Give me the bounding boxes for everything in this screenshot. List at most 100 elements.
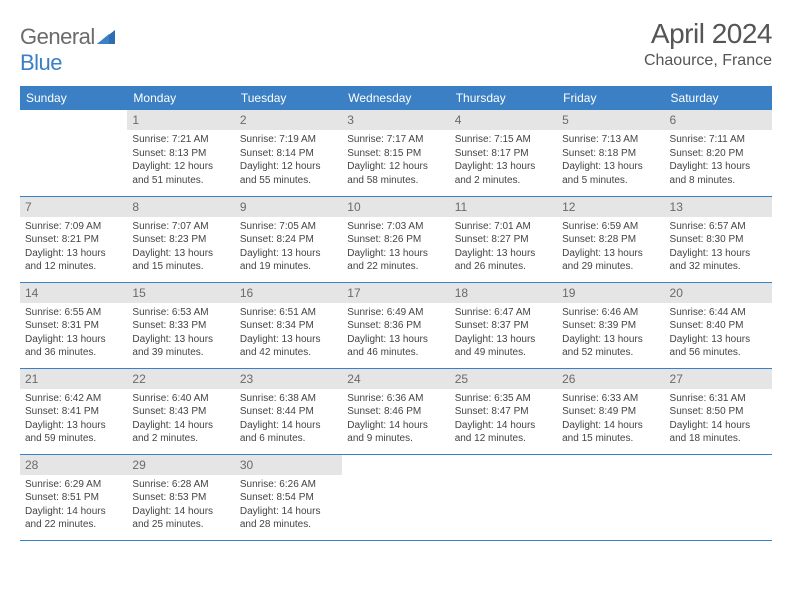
daylight-text: and 56 minutes. bbox=[670, 346, 767, 360]
daylight-text: Daylight: 14 hours bbox=[455, 419, 552, 433]
sunrise-text: Sunrise: 7:11 AM bbox=[670, 133, 767, 147]
day-number: 4 bbox=[450, 110, 557, 130]
daylight-text: Daylight: 13 hours bbox=[132, 333, 229, 347]
sunset-text: Sunset: 8:36 PM bbox=[347, 319, 444, 333]
calendar-cell bbox=[342, 454, 449, 540]
day-number: 12 bbox=[557, 197, 664, 217]
daylight-text: Daylight: 13 hours bbox=[562, 160, 659, 174]
daylight-text: Daylight: 13 hours bbox=[562, 247, 659, 261]
calendar-cell: 8Sunrise: 7:07 AMSunset: 8:23 PMDaylight… bbox=[127, 196, 234, 282]
daylight-text: Daylight: 14 hours bbox=[562, 419, 659, 433]
day-number: 21 bbox=[20, 369, 127, 389]
daylight-text: Daylight: 14 hours bbox=[25, 505, 122, 519]
sunrise-text: Sunrise: 7:01 AM bbox=[455, 220, 552, 234]
daylight-text: and 18 minutes. bbox=[670, 432, 767, 446]
daylight-text: Daylight: 12 hours bbox=[132, 160, 229, 174]
daylight-text: Daylight: 12 hours bbox=[240, 160, 337, 174]
location: Chaource, France bbox=[644, 52, 772, 70]
sunset-text: Sunset: 8:54 PM bbox=[240, 491, 337, 505]
weekday-header: Tuesday bbox=[235, 86, 342, 110]
day-number: 5 bbox=[557, 110, 664, 130]
sunset-text: Sunset: 8:17 PM bbox=[455, 147, 552, 161]
day-number: 14 bbox=[20, 283, 127, 303]
sunrise-text: Sunrise: 6:26 AM bbox=[240, 478, 337, 492]
daylight-text: and 52 minutes. bbox=[562, 346, 659, 360]
day-number: 30 bbox=[235, 455, 342, 475]
calendar-cell: 6Sunrise: 7:11 AMSunset: 8:20 PMDaylight… bbox=[665, 110, 772, 196]
sunset-text: Sunset: 8:15 PM bbox=[347, 147, 444, 161]
calendar-cell: 28Sunrise: 6:29 AMSunset: 8:51 PMDayligh… bbox=[20, 454, 127, 540]
calendar-cell: 5Sunrise: 7:13 AMSunset: 8:18 PMDaylight… bbox=[557, 110, 664, 196]
sunset-text: Sunset: 8:13 PM bbox=[132, 147, 229, 161]
weekday-header: Saturday bbox=[665, 86, 772, 110]
sunset-text: Sunset: 8:50 PM bbox=[670, 405, 767, 419]
day-number: 15 bbox=[127, 283, 234, 303]
calendar-body: 1Sunrise: 7:21 AMSunset: 8:13 PMDaylight… bbox=[20, 110, 772, 540]
day-number: 20 bbox=[665, 283, 772, 303]
day-number: 24 bbox=[342, 369, 449, 389]
daylight-text: Daylight: 14 hours bbox=[670, 419, 767, 433]
sunrise-text: Sunrise: 6:49 AM bbox=[347, 306, 444, 320]
logo-text: GeneralBlue bbox=[20, 24, 115, 76]
sunset-text: Sunset: 8:34 PM bbox=[240, 319, 337, 333]
sunrise-text: Sunrise: 6:35 AM bbox=[455, 392, 552, 406]
sunset-text: Sunset: 8:43 PM bbox=[132, 405, 229, 419]
day-number: 2 bbox=[235, 110, 342, 130]
day-number: 16 bbox=[235, 283, 342, 303]
daylight-text: and 59 minutes. bbox=[25, 432, 122, 446]
sunset-text: Sunset: 8:24 PM bbox=[240, 233, 337, 247]
day-number: 6 bbox=[665, 110, 772, 130]
daylight-text: and 49 minutes. bbox=[455, 346, 552, 360]
daylight-text: and 6 minutes. bbox=[240, 432, 337, 446]
daylight-text: and 12 minutes. bbox=[455, 432, 552, 446]
daylight-text: Daylight: 13 hours bbox=[347, 247, 444, 261]
calendar-cell: 12Sunrise: 6:59 AMSunset: 8:28 PMDayligh… bbox=[557, 196, 664, 282]
weekday-header: Wednesday bbox=[342, 86, 449, 110]
sunset-text: Sunset: 8:26 PM bbox=[347, 233, 444, 247]
calendar-cell: 11Sunrise: 7:01 AMSunset: 8:27 PMDayligh… bbox=[450, 196, 557, 282]
sunrise-text: Sunrise: 6:31 AM bbox=[670, 392, 767, 406]
calendar-cell: 13Sunrise: 6:57 AMSunset: 8:30 PMDayligh… bbox=[665, 196, 772, 282]
daylight-text: and 26 minutes. bbox=[455, 260, 552, 274]
daylight-text: Daylight: 14 hours bbox=[132, 419, 229, 433]
calendar-cell: 9Sunrise: 7:05 AMSunset: 8:24 PMDaylight… bbox=[235, 196, 342, 282]
calendar-cell: 30Sunrise: 6:26 AMSunset: 8:54 PMDayligh… bbox=[235, 454, 342, 540]
calendar-week: 21Sunrise: 6:42 AMSunset: 8:41 PMDayligh… bbox=[20, 368, 772, 454]
weekday-header: Monday bbox=[127, 86, 234, 110]
weekday-header: Sunday bbox=[20, 86, 127, 110]
calendar-week: 14Sunrise: 6:55 AMSunset: 8:31 PMDayligh… bbox=[20, 282, 772, 368]
sunrise-text: Sunrise: 6:33 AM bbox=[562, 392, 659, 406]
day-number: 10 bbox=[342, 197, 449, 217]
sunrise-text: Sunrise: 7:15 AM bbox=[455, 133, 552, 147]
daylight-text: Daylight: 13 hours bbox=[562, 333, 659, 347]
daylight-text: and 2 minutes. bbox=[132, 432, 229, 446]
daylight-text: Daylight: 13 hours bbox=[670, 333, 767, 347]
daylight-text: and 58 minutes. bbox=[347, 174, 444, 188]
calendar-cell: 21Sunrise: 6:42 AMSunset: 8:41 PMDayligh… bbox=[20, 368, 127, 454]
calendar-cell bbox=[20, 110, 127, 196]
month-title: April 2024 bbox=[644, 18, 772, 50]
daylight-text: and 42 minutes. bbox=[240, 346, 337, 360]
calendar-page: GeneralBlue April 2024 Chaource, France … bbox=[0, 0, 792, 559]
sunrise-text: Sunrise: 6:38 AM bbox=[240, 392, 337, 406]
daylight-text: Daylight: 14 hours bbox=[132, 505, 229, 519]
daylight-text: and 8 minutes. bbox=[670, 174, 767, 188]
daylight-text: and 28 minutes. bbox=[240, 518, 337, 532]
calendar-table: SundayMondayTuesdayWednesdayThursdayFrid… bbox=[20, 86, 772, 541]
calendar-week: 7Sunrise: 7:09 AMSunset: 8:21 PMDaylight… bbox=[20, 196, 772, 282]
sunrise-text: Sunrise: 6:55 AM bbox=[25, 306, 122, 320]
day-number: 28 bbox=[20, 455, 127, 475]
day-number: 7 bbox=[20, 197, 127, 217]
sunrise-text: Sunrise: 7:13 AM bbox=[562, 133, 659, 147]
daylight-text: and 19 minutes. bbox=[240, 260, 337, 274]
day-number: 8 bbox=[127, 197, 234, 217]
daylight-text: and 46 minutes. bbox=[347, 346, 444, 360]
sunset-text: Sunset: 8:30 PM bbox=[670, 233, 767, 247]
day-number: 1 bbox=[127, 110, 234, 130]
sunset-text: Sunset: 8:23 PM bbox=[132, 233, 229, 247]
day-number: 17 bbox=[342, 283, 449, 303]
daylight-text: and 22 minutes. bbox=[347, 260, 444, 274]
sunrise-text: Sunrise: 6:47 AM bbox=[455, 306, 552, 320]
daylight-text: and 15 minutes. bbox=[132, 260, 229, 274]
daylight-text: Daylight: 13 hours bbox=[347, 333, 444, 347]
